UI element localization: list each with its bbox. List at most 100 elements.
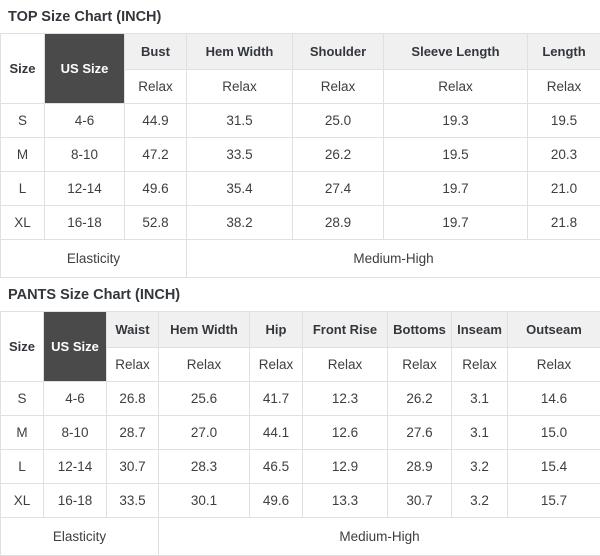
front-rise-value-cell: 12.9 xyxy=(303,450,388,484)
outseam-value-cell: 15.7 xyxy=(508,484,600,518)
fit-type-cell: Relax xyxy=(508,348,600,382)
hem-width-value-cell: 33.5 xyxy=(187,138,293,172)
fit-type-cell: Relax xyxy=(125,70,187,104)
sleeve-length-value-cell: 19.5 xyxy=(384,138,528,172)
measurement-column-header: Outseam xyxy=(508,312,600,348)
bottoms-value-cell: 30.7 xyxy=(388,484,452,518)
shoulder-value-cell: 26.2 xyxy=(293,138,384,172)
top-table-body: S 4-6 44.9 31.5 25.0 19.3 19.5 M 8-10 47… xyxy=(1,104,600,240)
measurement-column-header: Hem Width xyxy=(159,312,250,348)
measurement-column-header: Hip xyxy=(250,312,303,348)
measurement-column-header: Hem Width xyxy=(187,34,293,70)
outseam-value-cell: 15.0 xyxy=(508,416,600,450)
hem-width-value-cell: 27.0 xyxy=(159,416,250,450)
shoulder-value-cell: 27.4 xyxy=(293,172,384,206)
pants-table-footer: Elasticity Medium-High xyxy=(1,518,600,556)
us-size-header-label: US Size xyxy=(61,61,109,76)
us-size-cell: 4-6 xyxy=(44,382,107,416)
us-size-cell: 4-6 xyxy=(45,104,125,138)
size-row: M 8-10 28.7 27.0 44.1 12.6 27.6 3.1 15.0 xyxy=(1,416,600,450)
us-size-cell: 16-18 xyxy=(44,484,107,518)
length-value-cell: 21.0 xyxy=(528,172,600,206)
us-size-cell: 16-18 xyxy=(45,206,125,240)
size-row: S 4-6 26.8 25.6 41.7 12.3 26.2 3.1 14.6 xyxy=(1,382,600,416)
inseam-value-cell: 3.2 xyxy=(452,484,508,518)
us-size-cell: 12-14 xyxy=(45,172,125,206)
shoulder-value-cell: 25.0 xyxy=(293,104,384,138)
measurement-column-header: Length xyxy=(528,34,600,70)
size-cell: S xyxy=(1,382,44,416)
measurement-column-header: Waist xyxy=(107,312,159,348)
inseam-value-cell: 3.1 xyxy=(452,382,508,416)
length-value-cell: 20.3 xyxy=(528,138,600,172)
hip-value-cell: 49.6 xyxy=(250,484,303,518)
inseam-value-cell: 3.1 xyxy=(452,416,508,450)
bottoms-value-cell: 28.9 xyxy=(388,450,452,484)
size-row: XL 16-18 52.8 38.2 28.9 19.7 21.8 xyxy=(1,206,600,240)
fit-type-cell: Relax xyxy=(303,348,388,382)
bust-value-cell: 47.2 xyxy=(125,138,187,172)
bust-value-cell: 44.9 xyxy=(125,104,187,138)
size-cell: M xyxy=(1,138,45,172)
size-row: L 12-14 30.7 28.3 46.5 12.9 28.9 3.2 15.… xyxy=(1,450,600,484)
waist-value-cell: 26.8 xyxy=(107,382,159,416)
sleeve-length-value-cell: 19.3 xyxy=(384,104,528,138)
hip-value-cell: 46.5 xyxy=(250,450,303,484)
size-row: S 4-6 44.9 31.5 25.0 19.3 19.5 xyxy=(1,104,600,138)
hem-width-value-cell: 28.3 xyxy=(159,450,250,484)
length-value-cell: 19.5 xyxy=(528,104,600,138)
fit-type-cell: Relax xyxy=(528,70,600,104)
measurement-column-header: Bust xyxy=(125,34,187,70)
hem-width-value-cell: 38.2 xyxy=(187,206,293,240)
size-row: XL 16-18 33.5 30.1 49.6 13.3 30.7 3.2 15… xyxy=(1,484,600,518)
measurement-column-header: Inseam xyxy=(452,312,508,348)
us-size-column-header: US Size xyxy=(45,34,125,104)
bust-value-cell: 49.6 xyxy=(125,172,187,206)
top-table-footer: Elasticity Medium-High xyxy=(1,240,600,278)
size-cell: M xyxy=(1,416,44,450)
top-chart-title: TOP Size Chart (INCH) xyxy=(8,9,592,25)
waist-value-cell: 28.7 xyxy=(107,416,159,450)
size-cell: XL xyxy=(1,484,44,518)
hip-value-cell: 41.7 xyxy=(250,382,303,416)
outseam-value-cell: 14.6 xyxy=(508,382,600,416)
fit-type-cell: Relax xyxy=(293,70,384,104)
size-row: L 12-14 49.6 35.4 27.4 19.7 21.0 xyxy=(1,172,600,206)
us-size-cell: 8-10 xyxy=(44,416,107,450)
hem-width-value-cell: 31.5 xyxy=(187,104,293,138)
fit-type-cell: Relax xyxy=(452,348,508,382)
bottoms-value-cell: 27.6 xyxy=(388,416,452,450)
us-size-header-label: US Size xyxy=(51,339,99,354)
fit-type-cell: Relax xyxy=(250,348,303,382)
hip-value-cell: 44.1 xyxy=(250,416,303,450)
waist-value-cell: 33.5 xyxy=(107,484,159,518)
fit-type-cell: Relax xyxy=(187,70,293,104)
fit-type-cell: Relax xyxy=(107,348,159,382)
length-value-cell: 21.8 xyxy=(528,206,600,240)
elasticity-value: Medium-High xyxy=(159,518,600,556)
size-cell: L xyxy=(1,450,44,484)
waist-value-cell: 30.7 xyxy=(107,450,159,484)
hem-width-value-cell: 30.1 xyxy=(159,484,250,518)
bottoms-value-cell: 26.2 xyxy=(388,382,452,416)
size-column-header: Size xyxy=(1,34,45,104)
us-size-column-header: US Size xyxy=(44,312,107,382)
size-cell: XL xyxy=(1,206,45,240)
elasticity-row: Elasticity Medium-High xyxy=(1,518,600,556)
front-rise-value-cell: 12.6 xyxy=(303,416,388,450)
bust-value-cell: 52.8 xyxy=(125,206,187,240)
front-rise-value-cell: 12.3 xyxy=(303,382,388,416)
size-row: M 8-10 47.2 33.5 26.2 19.5 20.3 xyxy=(1,138,600,172)
sleeve-length-value-cell: 19.7 xyxy=(384,172,528,206)
hem-width-value-cell: 35.4 xyxy=(187,172,293,206)
inseam-value-cell: 3.2 xyxy=(452,450,508,484)
sleeve-length-value-cell: 19.7 xyxy=(384,206,528,240)
elasticity-label: Elasticity xyxy=(1,240,187,278)
measurement-column-header: Front Rise xyxy=(303,312,388,348)
